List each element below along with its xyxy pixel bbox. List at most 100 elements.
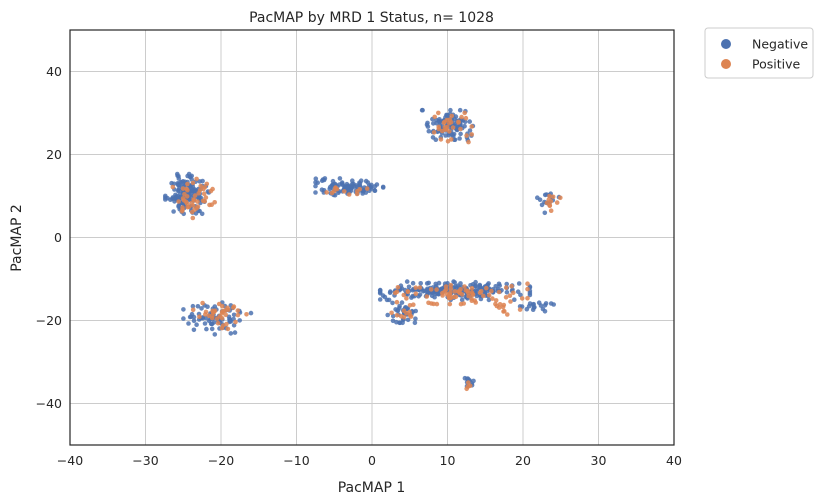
point-negative	[231, 312, 237, 318]
point-negative	[395, 308, 400, 314]
point-negative	[315, 180, 321, 185]
point-positive	[211, 309, 217, 315]
point-positive	[463, 115, 469, 121]
point-positive	[329, 190, 335, 196]
point-negative	[410, 280, 416, 286]
point-positive	[190, 203, 196, 208]
point-negative	[205, 304, 210, 310]
legend-label-negative: Negative	[752, 37, 808, 52]
point-positive	[481, 293, 486, 299]
point-positive	[432, 114, 438, 120]
point-negative	[399, 300, 405, 305]
point-negative	[189, 188, 194, 194]
point-negative	[374, 182, 380, 187]
x-tick-label: −10	[283, 453, 309, 468]
point-positive	[547, 193, 552, 199]
point-negative	[377, 297, 383, 302]
point-positive	[190, 307, 196, 313]
point-positive	[413, 291, 419, 297]
point-negative	[458, 281, 463, 286]
point-negative	[191, 318, 197, 324]
point-positive	[473, 300, 479, 305]
point-positive	[408, 314, 414, 319]
point-positive	[511, 290, 516, 296]
point-negative	[486, 297, 492, 303]
y-tick-label: −40	[36, 396, 62, 411]
point-positive	[200, 198, 206, 204]
point-positive	[394, 289, 400, 295]
point-positive	[469, 298, 475, 304]
y-axis-label: PacMAP 2	[9, 204, 25, 272]
point-negative	[467, 119, 473, 124]
x-tick-label: 20	[515, 453, 531, 468]
point-positive	[505, 312, 510, 317]
point-positive	[354, 191, 360, 197]
point-positive	[194, 176, 199, 182]
y-tick-label: 0	[54, 230, 62, 245]
point-negative	[535, 195, 540, 200]
point-positive	[233, 319, 238, 325]
point-positive	[503, 295, 509, 300]
chart-title: PacMAP by MRD 1 Status, n= 1028	[249, 10, 494, 26]
point-negative	[372, 188, 378, 193]
point-negative	[412, 320, 418, 326]
point-positive	[489, 288, 494, 294]
point-negative	[467, 128, 473, 133]
point-negative	[180, 179, 186, 184]
point-negative	[496, 281, 502, 287]
point-positive	[324, 190, 330, 195]
point-negative	[551, 302, 556, 307]
point-positive	[493, 298, 499, 303]
point-positive	[438, 137, 444, 142]
point-negative	[368, 184, 374, 190]
point-positive	[469, 124, 475, 129]
point-negative	[429, 293, 435, 299]
point-positive	[226, 307, 231, 313]
point-negative	[385, 312, 391, 318]
point-positive	[176, 199, 181, 204]
point-negative	[200, 178, 205, 184]
point-positive	[401, 292, 407, 298]
point-negative	[209, 326, 215, 332]
point-positive	[544, 200, 550, 206]
point-positive	[413, 285, 419, 291]
point-positive	[170, 184, 176, 190]
point-negative	[405, 317, 411, 323]
point-negative	[531, 301, 536, 307]
x-tick-label: 40	[666, 453, 682, 468]
point-negative	[386, 297, 392, 303]
point-positive	[428, 287, 434, 292]
point-positive	[496, 305, 502, 310]
point-positive	[447, 301, 453, 307]
point-positive	[436, 124, 442, 130]
point-positive	[209, 315, 215, 321]
point-positive	[447, 296, 453, 301]
data-points	[163, 107, 563, 392]
point-negative	[191, 327, 197, 333]
point-negative	[345, 188, 351, 194]
x-tick-label: −30	[132, 453, 158, 468]
point-positive	[346, 192, 352, 197]
point-positive	[525, 286, 530, 292]
point-positive	[517, 307, 523, 312]
point-negative	[343, 185, 348, 190]
point-positive	[182, 191, 187, 197]
point-positive	[450, 125, 456, 130]
point-positive	[180, 186, 186, 191]
point-negative	[313, 183, 318, 189]
point-negative	[413, 308, 419, 314]
point-negative	[187, 314, 193, 320]
point-negative	[358, 178, 364, 183]
point-negative	[390, 318, 396, 324]
point-positive	[364, 186, 370, 191]
point-negative	[190, 303, 196, 309]
point-positive	[333, 186, 338, 191]
x-tick-label: −20	[208, 453, 234, 468]
point-positive	[440, 290, 445, 296]
legend-marker-positive	[721, 59, 731, 69]
point-positive	[466, 139, 471, 145]
point-positive	[220, 303, 225, 309]
point-positive	[470, 291, 475, 297]
point-positive	[451, 294, 457, 300]
